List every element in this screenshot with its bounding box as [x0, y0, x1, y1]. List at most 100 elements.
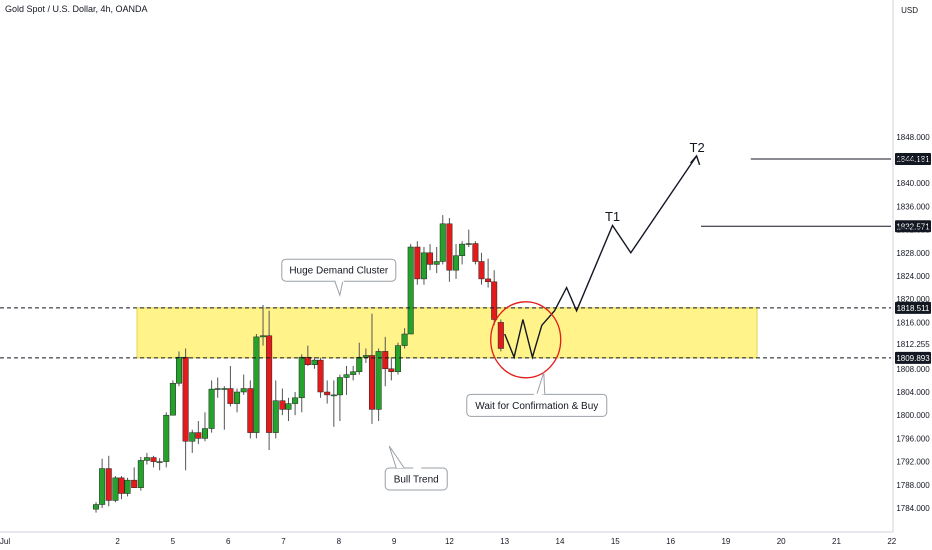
candle-body — [137, 460, 144, 488]
candle-body — [247, 388, 254, 433]
y-tick-label: 1816.000 — [896, 318, 930, 327]
target-label-t1: T1 — [605, 209, 620, 224]
candle-body — [446, 223, 453, 271]
confirmation-circle — [490, 301, 562, 379]
price-tag-t1 — [895, 220, 931, 233]
y-tick-label: 1796.000 — [896, 434, 930, 443]
candle-body — [112, 477, 119, 501]
candle-body — [298, 356, 305, 399]
candle — [118, 476, 125, 500]
candle-body — [279, 400, 286, 410]
candle-body — [375, 351, 382, 410]
candle-body — [189, 432, 196, 442]
y-tick-label: 1820.000 — [896, 295, 930, 304]
candle-body — [169, 383, 176, 416]
candle-body — [292, 397, 299, 404]
x-tick-label: 15 — [611, 537, 620, 546]
callout-0: Huge Demand Cluster — [281, 258, 397, 298]
candle — [427, 244, 434, 271]
candle-body — [478, 261, 485, 280]
candle — [324, 380, 331, 404]
candle-body — [195, 432, 202, 439]
candle-body — [427, 252, 434, 265]
candle — [279, 388, 286, 416]
y-tick-label: 1832.000 — [896, 226, 930, 235]
candle-body — [336, 377, 343, 396]
candle — [163, 412, 170, 468]
x-tick-label: 22 — [887, 537, 896, 546]
y-tick-label: 1836.000 — [896, 202, 930, 211]
candle-body — [227, 388, 234, 404]
target-label-t2: T2 — [690, 140, 705, 155]
callout-2: Bull Trend — [384, 445, 448, 491]
candle-body — [414, 246, 421, 280]
candle-body — [401, 333, 408, 346]
y-tick-label: 1792.000 — [896, 458, 930, 467]
candle — [304, 345, 311, 366]
candle — [317, 357, 324, 398]
candle-body — [105, 468, 112, 501]
candle-body — [221, 388, 228, 390]
candle — [420, 247, 427, 285]
candle-body — [234, 391, 241, 404]
price-tag-label-zone-bottom: 1809.893 — [896, 354, 930, 363]
demand-zone — [136, 307, 758, 359]
candle-body — [382, 351, 389, 370]
candle-body — [93, 504, 100, 510]
candle-body — [304, 356, 311, 365]
candle-body — [394, 345, 401, 372]
candle-body — [465, 243, 472, 245]
x-tick-label: 16 — [666, 537, 675, 546]
candle — [350, 365, 357, 381]
candle-body — [253, 336, 260, 433]
candle — [253, 334, 260, 439]
y-tick-label: 1824.000 — [896, 272, 930, 281]
x-tick-label: Jul — [0, 537, 10, 546]
candle-body — [485, 278, 492, 283]
y-tick-label: 1812.255 — [896, 340, 930, 349]
candle — [137, 456, 144, 491]
candle-body — [311, 359, 318, 365]
candle — [143, 452, 150, 465]
candle-body — [420, 252, 427, 280]
price-tag-label-t1: 1832.571 — [896, 222, 930, 231]
candle — [472, 241, 479, 265]
callout-1: Wait for Confirmation & Buy — [466, 372, 608, 417]
callout-tail — [536, 372, 546, 395]
price-tag-zone-top — [895, 301, 931, 314]
candle-body — [362, 355, 369, 358]
candle — [388, 357, 395, 381]
y-tick-label: 1840.000 — [896, 179, 930, 188]
candle-body — [163, 414, 170, 462]
x-tick-label: 13 — [500, 537, 509, 546]
x-tick-label: 20 — [777, 537, 786, 546]
candle — [407, 244, 414, 335]
candle-body — [240, 388, 247, 393]
x-tick-label: 2 — [115, 537, 120, 546]
candle — [240, 374, 247, 395]
x-tick-label: 9 — [392, 537, 397, 546]
demand-zone-layer — [136, 307, 758, 359]
level-line-layer: 1818.511 1809.893 1832.571 1844.181 — [0, 152, 931, 364]
candle — [446, 218, 453, 282]
candle-body — [118, 477, 125, 494]
candle-body — [99, 468, 106, 505]
x-tick-label: 8 — [337, 537, 342, 546]
y-tick-label: 1788.000 — [896, 481, 930, 490]
price-tag-label-zone-top: 1818.511 — [897, 304, 930, 313]
candle — [292, 392, 299, 416]
callout-text: Huge Demand Cluster — [289, 266, 389, 277]
x-tick-label: 7 — [281, 537, 286, 546]
y-tick-label: 1784.000 — [896, 504, 930, 513]
candle-body — [459, 243, 466, 256]
candle — [298, 354, 305, 413]
candle — [182, 348, 189, 471]
candle-body — [150, 457, 157, 462]
candle-body — [266, 335, 273, 433]
callout-text: Bull Trend — [394, 475, 439, 486]
y-tick-label: 1844.000 — [896, 156, 930, 165]
price-tag-t2 — [895, 152, 931, 165]
candle-body — [201, 428, 208, 439]
